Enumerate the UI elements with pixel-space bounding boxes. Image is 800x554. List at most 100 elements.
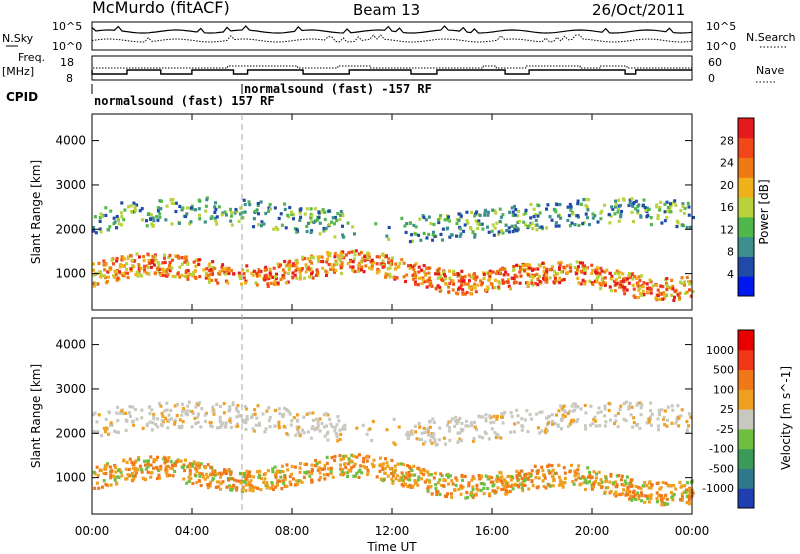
data-cell [133,474,137,478]
data-cell [600,269,604,273]
data-cell [429,472,433,477]
data-cell [239,481,243,485]
data-cell [420,431,424,435]
data-cell [281,469,285,474]
data-cell [666,484,670,488]
data-cell [265,481,269,485]
data-cell [423,273,427,277]
data-cell [558,276,562,280]
data-cell [459,484,463,488]
data-cell [177,425,181,429]
data-cell [116,405,120,409]
data-cell [687,205,691,209]
data-cell [159,199,163,203]
data-cell [363,259,367,263]
data-cell [566,424,570,428]
data-cell [470,478,474,482]
data-cell [309,207,313,211]
data-cell [150,428,154,432]
data-cell [490,427,494,431]
data-cell [340,261,344,265]
data-cell [366,256,370,261]
data-cell [191,462,195,466]
data-cell [221,211,225,215]
data-cell [463,223,467,227]
data-cell [431,417,435,421]
data-cell [478,477,482,481]
data-cell [229,485,233,489]
data-cell [406,264,410,268]
data-cell [156,206,160,210]
data-cell [285,463,289,467]
data-cell [276,227,280,232]
data-cell [545,273,549,277]
data-cell [656,213,660,218]
data-cell [474,278,478,282]
data-cell [410,432,414,436]
data-cell [330,424,334,429]
data-cell [527,487,531,491]
data-cell [110,258,114,262]
data-cell [621,197,625,201]
data-cell [588,470,592,475]
data-cell [665,281,669,286]
data-cell [241,485,245,489]
data-cell [547,469,551,473]
data-cell [626,492,630,497]
data-cell [408,266,412,270]
data-cell [418,276,422,280]
data-cell [230,476,234,481]
data-cell [513,422,517,426]
data-cell [557,409,561,413]
data-cell [362,464,366,469]
data-cell [513,273,517,277]
data-cell [141,476,145,480]
data-cell [336,415,340,419]
data-cell [561,485,565,489]
data-cell [388,466,392,471]
data-cell [173,463,177,467]
data-cell [545,207,549,211]
data-cell [646,286,650,291]
data-cell [221,421,225,425]
data-cell [624,482,628,486]
data-cell [448,474,452,478]
data-cell [266,284,270,288]
data-cell [186,277,190,281]
data-cell [616,208,620,212]
data-cell [687,487,691,492]
colorbar-swatch [738,177,754,198]
data-cell [491,489,495,493]
data-cell [268,486,272,490]
data-cell [204,472,208,476]
colorbar-tick-label: 20 [720,179,734,192]
data-cell [227,478,231,482]
data-cell [370,438,374,443]
data-cell [540,429,544,433]
data-cell [509,430,513,434]
data-cell [576,199,580,203]
data-cell [221,480,225,484]
data-cell [496,414,500,419]
data-cell [289,482,293,487]
data-cell [510,475,514,479]
data-cell [197,466,201,470]
data-cell [459,232,463,236]
data-cell [674,487,678,491]
data-cell [518,281,522,285]
data-cell [412,223,416,228]
data-cell [571,409,575,413]
data-cell [398,261,402,266]
data-cell [209,268,213,272]
data-cell [414,232,418,236]
data-cell [269,281,273,285]
data-cell [568,409,572,413]
data-cell [621,279,625,283]
data-cell [244,421,248,425]
data-cell [273,465,277,469]
data-cell [288,259,292,263]
data-cell [375,262,379,266]
data-cell [521,424,525,429]
data-cell [541,261,545,265]
data-cell [562,265,566,269]
